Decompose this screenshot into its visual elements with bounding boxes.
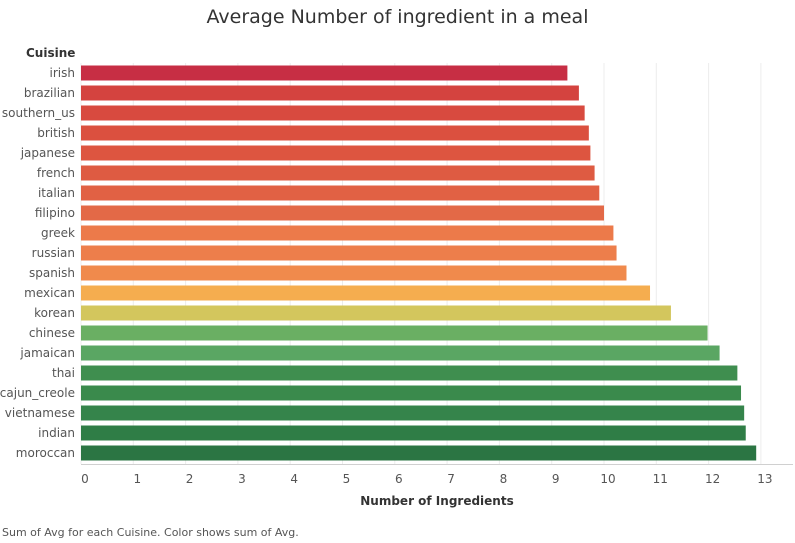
- category-label-vietnamese: vietnamese: [5, 406, 75, 420]
- bar-jamaican[interactable]: [81, 345, 720, 361]
- bar-brazilian[interactable]: [81, 85, 579, 101]
- x-tick-label: 11: [653, 472, 668, 486]
- x-tick-label: 0: [81, 472, 89, 486]
- bar-japanese[interactable]: [81, 145, 591, 161]
- bars: [81, 65, 757, 461]
- category-label-japanese: japanese: [20, 146, 75, 160]
- bar-british[interactable]: [81, 125, 589, 141]
- bar-chinese[interactable]: [81, 325, 708, 341]
- bar-greek[interactable]: [81, 225, 614, 241]
- x-tick-label: 10: [600, 472, 615, 486]
- category-label-british: british: [37, 126, 75, 140]
- y-axis-title: Cuisine: [26, 46, 76, 60]
- category-label-brazilian: brazilian: [24, 86, 75, 100]
- bar-moroccan[interactable]: [81, 445, 757, 461]
- bar-spanish[interactable]: [81, 265, 627, 281]
- x-tick-label: 6: [395, 472, 403, 486]
- bar-thai[interactable]: [81, 365, 738, 381]
- category-label-russian: russian: [32, 246, 75, 260]
- footnote: Sum of Avg for each Cuisine. Color shows…: [2, 526, 299, 539]
- category-label-filipino: filipino: [35, 206, 75, 220]
- x-tick-label: 13: [757, 472, 772, 486]
- x-axis-title: Number of Ingredients: [360, 494, 514, 508]
- gridlines: [80, 63, 762, 464]
- x-tick-label: 3: [238, 472, 246, 486]
- category-label-irish: irish: [50, 66, 75, 80]
- bar-filipino[interactable]: [81, 205, 604, 221]
- category-label-french: french: [37, 166, 75, 180]
- category-label-cajun_creole: cajun_creole: [0, 386, 75, 400]
- x-tick-label: 9: [552, 472, 560, 486]
- bar-irish[interactable]: [81, 65, 568, 81]
- category-label-moroccan: moroccan: [16, 446, 75, 460]
- bar-indian[interactable]: [81, 425, 746, 441]
- category-label-southern_us: southern_us: [2, 106, 75, 120]
- x-tick-label: 4: [290, 472, 298, 486]
- bar-cajun_creole[interactable]: [81, 385, 742, 401]
- bar-korean[interactable]: [81, 305, 671, 321]
- category-label-chinese: chinese: [29, 326, 75, 340]
- x-tick-label: 2: [186, 472, 194, 486]
- category-label-greek: greek: [41, 226, 75, 240]
- category-label-korean: korean: [34, 306, 75, 320]
- bar-russian[interactable]: [81, 245, 617, 261]
- x-tick-label: 5: [343, 472, 351, 486]
- bar-vietnamese[interactable]: [81, 405, 745, 421]
- x-tick-label: 1: [133, 472, 141, 486]
- x-tick-label: 7: [447, 472, 455, 486]
- x-tick-label: 8: [500, 472, 508, 486]
- category-label-jamaican: jamaican: [19, 346, 75, 360]
- category-label-spanish: spanish: [29, 266, 75, 280]
- x-axis: 0 1 2 3 4 5 6 7 8 9 10 11 12 13: [81, 464, 793, 486]
- category-label-thai: thai: [52, 366, 75, 380]
- chart-title: Average Number of ingredient in a meal: [206, 6, 589, 28]
- category-label-mexican: mexican: [24, 286, 75, 300]
- category-label-italian: italian: [38, 186, 75, 200]
- bar-mexican[interactable]: [81, 285, 651, 301]
- category-label-indian: indian: [38, 426, 75, 440]
- x-tick-label: 12: [705, 472, 720, 486]
- bar-italian[interactable]: [81, 185, 600, 201]
- bar-french[interactable]: [81, 165, 595, 181]
- bar-southern_us[interactable]: [81, 105, 585, 121]
